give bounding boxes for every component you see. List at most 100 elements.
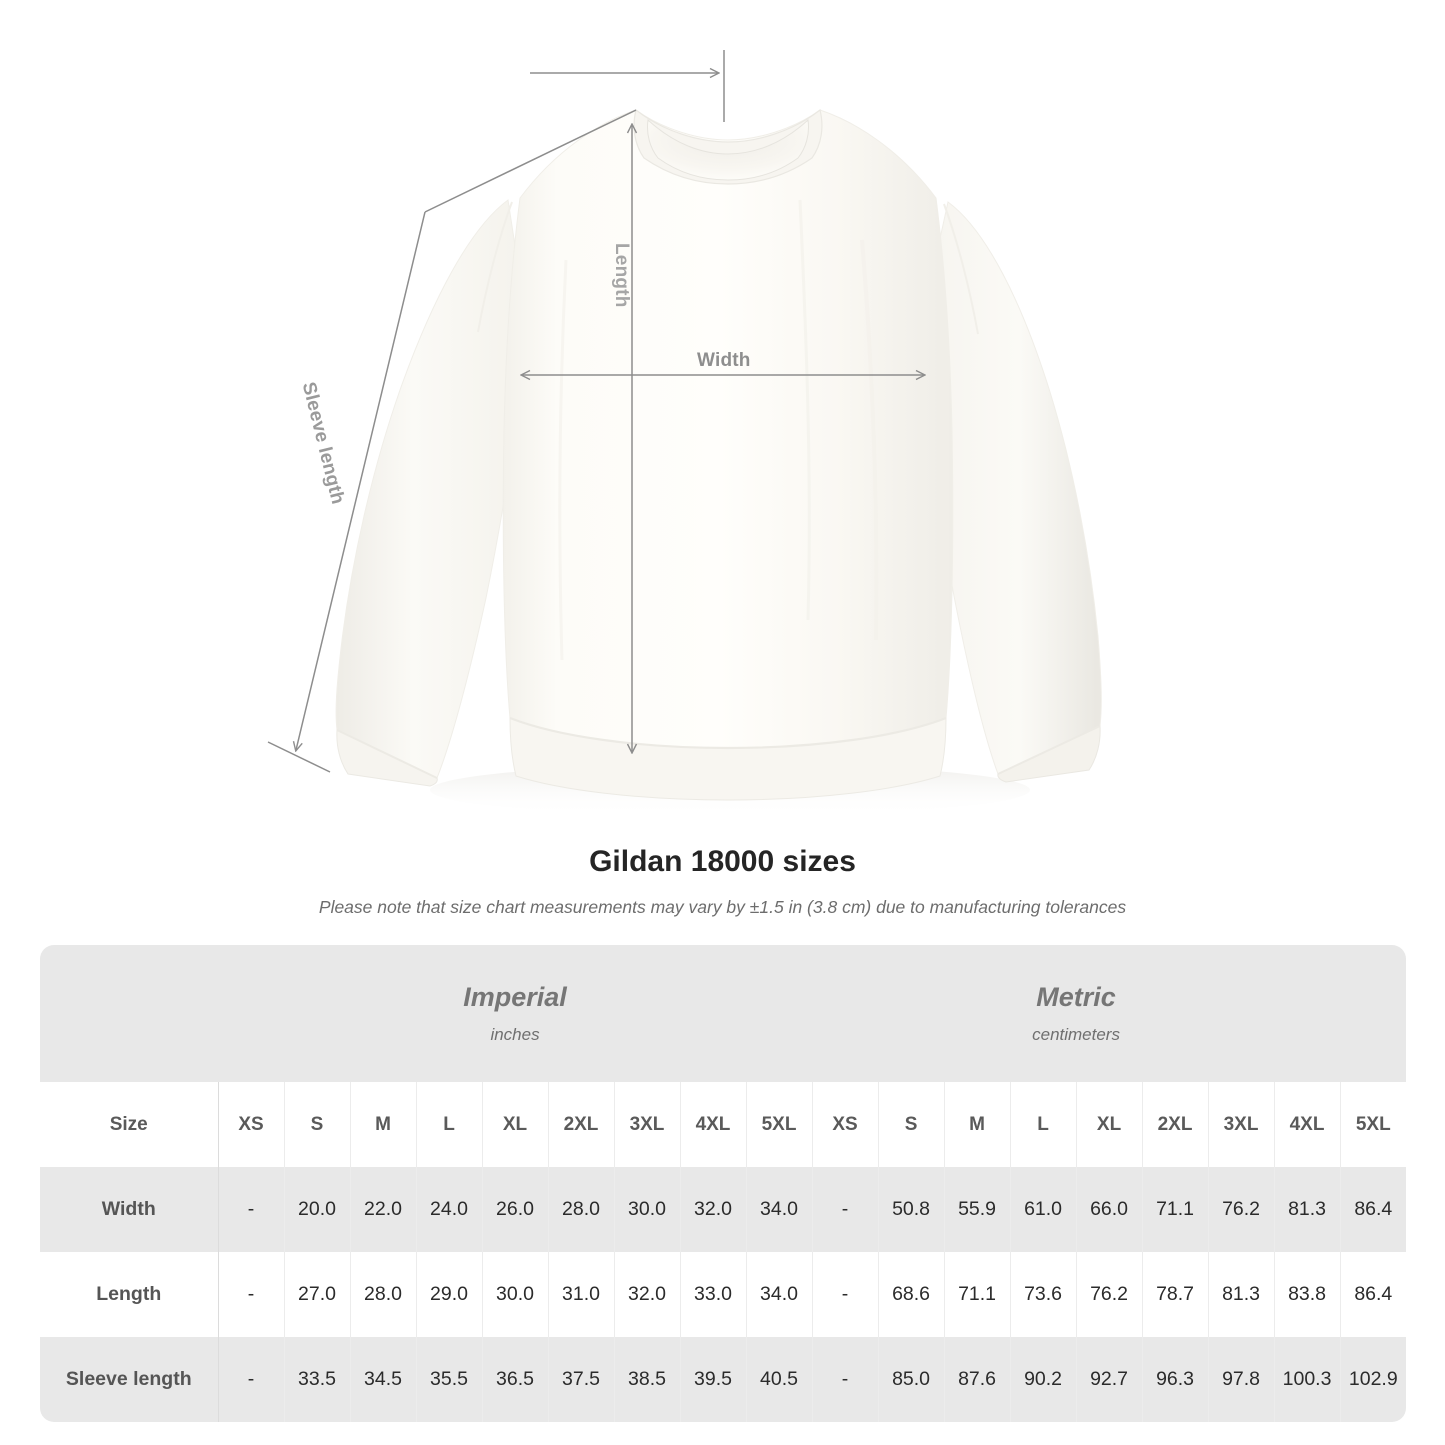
cell-sleeve-met-m: 87.6 bbox=[944, 1337, 1011, 1422]
header-cell-imp-4xl: 4XL bbox=[680, 1082, 747, 1167]
header-cell-imp-3xl: 3XL bbox=[614, 1082, 681, 1167]
size-chart-table: Imperial inches Metric centimeters Size … bbox=[40, 945, 1407, 1422]
row-label-width: Width bbox=[40, 1167, 219, 1252]
page-title: Gildan 18000 sizes bbox=[589, 845, 856, 878]
sleeve-length-dimension-line bbox=[267, 211, 426, 773]
cell-sleeve-imp-5xl: 40.5 bbox=[746, 1337, 813, 1422]
header-cell-imp-s: S bbox=[284, 1082, 351, 1167]
header-cell-met-xl: XL bbox=[1076, 1082, 1143, 1167]
header-cell-imp-l: L bbox=[416, 1082, 483, 1167]
header-cell-met-5xl: 5XL bbox=[1340, 1082, 1407, 1167]
header-cell-met-xs: XS bbox=[811, 1082, 879, 1167]
cell-length-met-5xl: 86.4 bbox=[1340, 1252, 1407, 1337]
unit-imperial-name: Imperial bbox=[463, 981, 567, 1012]
header-cell-met-m: M bbox=[944, 1082, 1011, 1167]
cell-width-imp-4xl: 32.0 bbox=[680, 1167, 747, 1252]
header-cell-met-3xl: 3XL bbox=[1208, 1082, 1275, 1167]
unit-metric-name: Metric bbox=[1036, 981, 1116, 1012]
cell-length-met-xl: 76.2 bbox=[1076, 1252, 1143, 1337]
tolerance-note: Please note that size chart measurements… bbox=[318, 897, 1127, 917]
size-chart-table-container: Imperial inches Metric centimeters Size … bbox=[40, 945, 1407, 1422]
unit-imperial-cell: Imperial inches bbox=[218, 945, 813, 1082]
cell-length-met-l: 73.6 bbox=[1010, 1252, 1077, 1337]
cell-width-imp-xl: 26.0 bbox=[482, 1167, 549, 1252]
unit-metric-sub: centimeters bbox=[1032, 1024, 1120, 1044]
cell-length-imp-5xl: 34.0 bbox=[746, 1252, 813, 1337]
header-cell-imp-xs: XS bbox=[217, 1082, 285, 1167]
cell-length-imp-xs: - bbox=[217, 1252, 285, 1337]
shoulder-leader-line bbox=[424, 50, 725, 213]
cell-length-imp-4xl: 33.0 bbox=[680, 1252, 747, 1337]
cell-length-imp-l: 29.0 bbox=[416, 1252, 483, 1337]
row-label-length: Length bbox=[40, 1252, 219, 1337]
title-block: Gildan 18000 sizes Please note that size… bbox=[0, 842, 1445, 922]
cell-length-met-m: 71.1 bbox=[944, 1252, 1011, 1337]
cell-sleeve-met-xs: - bbox=[811, 1337, 879, 1422]
cell-sleeve-imp-l: 35.5 bbox=[416, 1337, 483, 1422]
cell-sleeve-met-3xl: 97.8 bbox=[1208, 1337, 1275, 1422]
unit-metric-cell: Metric centimeters bbox=[812, 945, 1341, 1082]
cell-width-imp-2xl: 28.0 bbox=[548, 1167, 615, 1252]
cell-sleeve-met-xl: 92.7 bbox=[1076, 1337, 1143, 1422]
cell-width-met-5xl: 86.4 bbox=[1340, 1167, 1407, 1252]
cell-length-met-s: 68.6 bbox=[878, 1252, 945, 1337]
sweatshirt-illustration bbox=[267, 50, 1102, 816]
unit-banner-row: Imperial inches Metric centimeters bbox=[40, 945, 1407, 1082]
cell-width-met-4xl: 81.3 bbox=[1274, 1167, 1341, 1252]
cell-width-met-xl: 66.0 bbox=[1076, 1167, 1143, 1252]
cell-width-imp-xs: - bbox=[217, 1167, 285, 1252]
cell-sleeve-imp-xl: 36.5 bbox=[482, 1337, 549, 1422]
cell-sleeve-imp-3xl: 38.5 bbox=[614, 1337, 681, 1422]
cell-width-met-m: 55.9 bbox=[944, 1167, 1011, 1252]
unit-banner-spacer-left bbox=[40, 945, 218, 1082]
header-cell-met-s: S bbox=[878, 1082, 945, 1167]
table-row-sleeve-length: Sleeve length - 33.5 34.5 35.5 36.5 37.5… bbox=[40, 1337, 1407, 1422]
unit-banner-spacer-right bbox=[1340, 945, 1407, 1082]
cell-sleeve-met-l: 90.2 bbox=[1010, 1337, 1077, 1422]
width-label: Width bbox=[697, 350, 751, 371]
header-cell-imp-5xl: 5XL bbox=[746, 1082, 813, 1167]
cell-sleeve-imp-m: 34.5 bbox=[350, 1337, 417, 1422]
header-cell-met-l: L bbox=[1010, 1082, 1077, 1167]
cell-length-met-xs: - bbox=[811, 1252, 879, 1337]
unit-imperial-sub: inches bbox=[490, 1024, 540, 1044]
cell-sleeve-met-s: 85.0 bbox=[878, 1337, 945, 1422]
cell-length-imp-2xl: 31.0 bbox=[548, 1252, 615, 1337]
cell-length-met-2xl: 78.7 bbox=[1142, 1252, 1209, 1337]
cell-width-met-3xl: 76.2 bbox=[1208, 1167, 1275, 1252]
header-cell-imp-xl: XL bbox=[482, 1082, 549, 1167]
header-cell-met-2xl: 2XL bbox=[1142, 1082, 1209, 1167]
cell-length-met-3xl: 81.3 bbox=[1208, 1252, 1275, 1337]
length-label: Length bbox=[611, 243, 632, 308]
cell-length-met-4xl: 83.8 bbox=[1274, 1252, 1341, 1337]
cell-length-imp-3xl: 32.0 bbox=[614, 1252, 681, 1337]
cell-width-imp-s: 20.0 bbox=[284, 1167, 351, 1252]
header-cell-imp-2xl: 2XL bbox=[548, 1082, 615, 1167]
cell-length-imp-xl: 30.0 bbox=[482, 1252, 549, 1337]
header-cell-size: Size bbox=[40, 1082, 219, 1167]
cell-sleeve-met-5xl: 102.9 bbox=[1340, 1337, 1407, 1422]
cell-width-met-s: 50.8 bbox=[878, 1167, 945, 1252]
cell-width-imp-5xl: 34.0 bbox=[746, 1167, 813, 1252]
cell-sleeve-imp-s: 33.5 bbox=[284, 1337, 351, 1422]
cell-sleeve-imp-2xl: 37.5 bbox=[548, 1337, 615, 1422]
header-cell-imp-m: M bbox=[350, 1082, 417, 1167]
cell-width-imp-3xl: 30.0 bbox=[614, 1167, 681, 1252]
cell-width-imp-l: 24.0 bbox=[416, 1167, 483, 1252]
cell-sleeve-met-2xl: 96.3 bbox=[1142, 1337, 1209, 1422]
table-row-width: Width - 20.0 22.0 24.0 26.0 28.0 30.0 32… bbox=[40, 1167, 1407, 1252]
table-row-length: Length - 27.0 28.0 29.0 30.0 31.0 32.0 3… bbox=[40, 1252, 1407, 1337]
cell-sleeve-met-4xl: 100.3 bbox=[1274, 1337, 1341, 1422]
cell-length-imp-m: 28.0 bbox=[350, 1252, 417, 1337]
cell-length-imp-s: 27.0 bbox=[284, 1252, 351, 1337]
row-label-sleeve-length: Sleeve length bbox=[40, 1337, 219, 1422]
cell-width-met-2xl: 71.1 bbox=[1142, 1167, 1209, 1252]
header-cell-met-4xl: 4XL bbox=[1274, 1082, 1341, 1167]
cell-width-met-xs: - bbox=[811, 1167, 879, 1252]
table-header-row: Size XS S M L XL 2XL 3XL 4XL 5XL XS S M … bbox=[40, 1082, 1407, 1167]
cell-width-met-l: 61.0 bbox=[1010, 1167, 1077, 1252]
cell-width-imp-m: 22.0 bbox=[350, 1167, 417, 1252]
garment-diagram: Length Width Sleeve length bbox=[267, 50, 1102, 816]
cell-sleeve-imp-4xl: 39.5 bbox=[680, 1337, 747, 1422]
cell-sleeve-imp-xs: - bbox=[217, 1337, 285, 1422]
